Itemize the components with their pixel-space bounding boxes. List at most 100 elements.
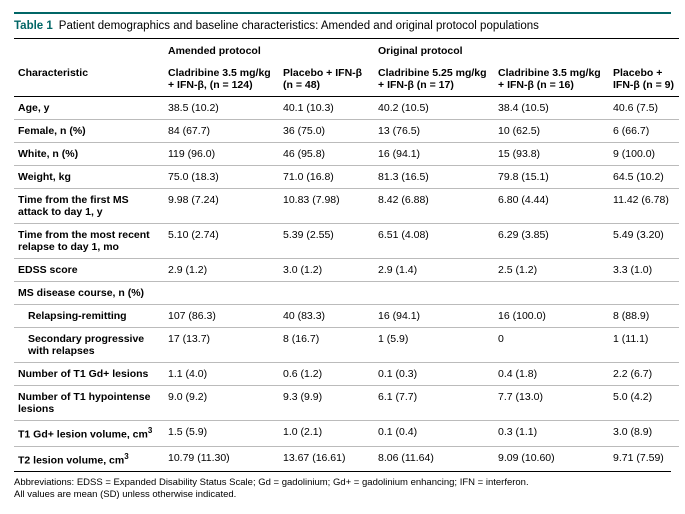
- group-amended: Amended protocol: [164, 39, 374, 63]
- group-original: Original protocol: [374, 39, 679, 63]
- row-value: 75.0 (18.3): [164, 166, 279, 189]
- table-row: White, n (%)119 (96.0)46 (95.8)16 (94.1)…: [14, 143, 679, 166]
- row-value: 119 (96.0): [164, 143, 279, 166]
- table-row: Number of T1 Gd+ lesions1.1 (4.0)0.6 (1.…: [14, 363, 679, 386]
- row-value: 40 (83.3): [279, 305, 374, 328]
- row-value: 38.5 (10.2): [164, 97, 279, 120]
- row-label: Relapsing-remitting: [14, 305, 164, 328]
- row-value: 8.42 (6.88): [374, 189, 494, 224]
- col-c4: Cladribine 3.5 mg/kg + IFN-β (n = 16): [494, 62, 609, 97]
- table-body: Age, y38.5 (10.2)40.1 (10.3)40.2 (10.5) 3…: [14, 97, 679, 472]
- row-value: 6.80 (4.44): [494, 189, 609, 224]
- table-row: T1 Gd+ lesion volume, cm31.5 (5.9)1.0 (2…: [14, 421, 679, 447]
- table-row: Number of T1 hypointense lesions9.0 (9.2…: [14, 386, 679, 421]
- row-value: 2.5 (1.2): [494, 259, 609, 282]
- row-value: 1.1 (4.0): [164, 363, 279, 386]
- row-value: 10 (62.5): [494, 120, 609, 143]
- table-footnotes: Abbreviations: EDSS = Expanded Disabilit…: [14, 471, 671, 502]
- table-label: Table 1: [14, 20, 53, 32]
- row-label: Female, n (%): [14, 120, 164, 143]
- row-label: Number of T1 Gd+ lesions: [14, 363, 164, 386]
- table-row: Weight, kg75.0 (18.3)71.0 (16.8)81.3 (16…: [14, 166, 679, 189]
- table-row: Time from the first MS attack to day 1, …: [14, 189, 679, 224]
- row-label: Time from the first MS attack to day 1, …: [14, 189, 164, 224]
- row-label: T2 lesion volume, cm3: [14, 446, 164, 471]
- row-value: 6.51 (4.08): [374, 224, 494, 259]
- row-value: 8.06 (11.64): [374, 446, 494, 471]
- col-c5: Placebo + IFN-β (n = 9): [609, 62, 679, 97]
- row-value: 5.0 (4.2): [609, 386, 679, 421]
- row-label: MS disease course, n (%): [14, 282, 164, 305]
- row-value: 9 (100.0): [609, 143, 679, 166]
- row-label: EDSS score: [14, 259, 164, 282]
- row-value: 0: [494, 328, 609, 363]
- row-label: White, n (%): [14, 143, 164, 166]
- row-value: 10.79 (11.30): [164, 446, 279, 471]
- row-value: 13.67 (16.61): [279, 446, 374, 471]
- row-label: Weight, kg: [14, 166, 164, 189]
- row-value: 5.49 (3.20): [609, 224, 679, 259]
- table-row: T2 lesion volume, cm310.79 (11.30)13.67 …: [14, 446, 679, 471]
- row-value: 6.1 (7.7): [374, 386, 494, 421]
- row-value: 13 (76.5): [374, 120, 494, 143]
- row-value: 5.10 (2.74): [164, 224, 279, 259]
- row-value: 3.3 (1.0): [609, 259, 679, 282]
- row-value: 79.8 (15.1): [494, 166, 609, 189]
- table-row: Female, n (%)84 (67.7)36 (75.0)13 (76.5)…: [14, 120, 679, 143]
- demographics-table: Amended protocol Original protocol Chara…: [14, 38, 679, 471]
- row-value: 1 (5.9): [374, 328, 494, 363]
- row-label: T1 Gd+ lesion volume, cm3: [14, 421, 164, 447]
- row-label: Age, y: [14, 97, 164, 120]
- row-value: 2.2 (6.7): [609, 363, 679, 386]
- row-label: Secondary progressive with relapses: [14, 328, 164, 363]
- col-characteristic: Characteristic: [14, 62, 164, 97]
- row-value: 46 (95.8): [279, 143, 374, 166]
- table-row: Time from the most recent relapse to day…: [14, 224, 679, 259]
- col-c2: Placebo + IFN-β (n = 48): [279, 62, 374, 97]
- row-value: 10.83 (7.98): [279, 189, 374, 224]
- row-value: 71.0 (16.8): [279, 166, 374, 189]
- row-value: 40.1 (10.3): [279, 97, 374, 120]
- row-value: 16 (100.0): [494, 305, 609, 328]
- table-row: EDSS score2.9 (1.2)3.0 (1.2)2.9 (1.4)2.5…: [14, 259, 679, 282]
- row-value: 1 (11.1): [609, 328, 679, 363]
- row-value: 6 (66.7): [609, 120, 679, 143]
- row-value: 0.1 (0.3): [374, 363, 494, 386]
- row-section-span: [164, 282, 679, 305]
- row-label: Time from the most recent relapse to day…: [14, 224, 164, 259]
- row-value: 0.3 (1.1): [494, 421, 609, 447]
- row-value: 6.29 (3.85): [494, 224, 609, 259]
- row-value: 3.0 (8.9): [609, 421, 679, 447]
- row-value: 3.0 (1.2): [279, 259, 374, 282]
- footnote-abbrev: Abbreviations: EDSS = Expanded Disabilit…: [14, 477, 671, 489]
- row-value: 107 (86.3): [164, 305, 279, 328]
- row-value: 16 (94.1): [374, 305, 494, 328]
- table-title: Patient demographics and baseline charac…: [59, 20, 539, 32]
- row-value: 1.0 (2.1): [279, 421, 374, 447]
- row-value: 81.3 (16.5): [374, 166, 494, 189]
- group-header-row: Amended protocol Original protocol: [14, 39, 679, 63]
- col-c1: Cladribine 3.5 mg/kg + IFN-β, (n = 124): [164, 62, 279, 97]
- row-value: 9.3 (9.9): [279, 386, 374, 421]
- table-title-row: Table 1 Patient demographics and baselin…: [14, 12, 671, 38]
- row-value: 11.42 (6.78): [609, 189, 679, 224]
- row-value: 9.71 (7.59): [609, 446, 679, 471]
- row-value: 0.4 (1.8): [494, 363, 609, 386]
- row-value: 8 (88.9): [609, 305, 679, 328]
- row-value: 1.5 (5.9): [164, 421, 279, 447]
- table-row: MS disease course, n (%): [14, 282, 679, 305]
- row-value: 17 (13.7): [164, 328, 279, 363]
- row-value: 40.6 (7.5): [609, 97, 679, 120]
- row-value: 84 (67.7): [164, 120, 279, 143]
- row-value: 2.9 (1.4): [374, 259, 494, 282]
- table-row: Relapsing-remitting107 (86.3)40 (83.3)16…: [14, 305, 679, 328]
- table-row: Secondary progressive with relapses17 (1…: [14, 328, 679, 363]
- row-value: 0.6 (1.2): [279, 363, 374, 386]
- row-value: 9.0 (9.2): [164, 386, 279, 421]
- row-value: 15 (93.8): [494, 143, 609, 166]
- row-value: 40.2 (10.5): [374, 97, 494, 120]
- row-value: 0.1 (0.4): [374, 421, 494, 447]
- row-label: Number of T1 hypointense lesions: [14, 386, 164, 421]
- row-value: 8 (16.7): [279, 328, 374, 363]
- col-c3: Cladribine 5.25 mg/kg + IFN-β (n = 17): [374, 62, 494, 97]
